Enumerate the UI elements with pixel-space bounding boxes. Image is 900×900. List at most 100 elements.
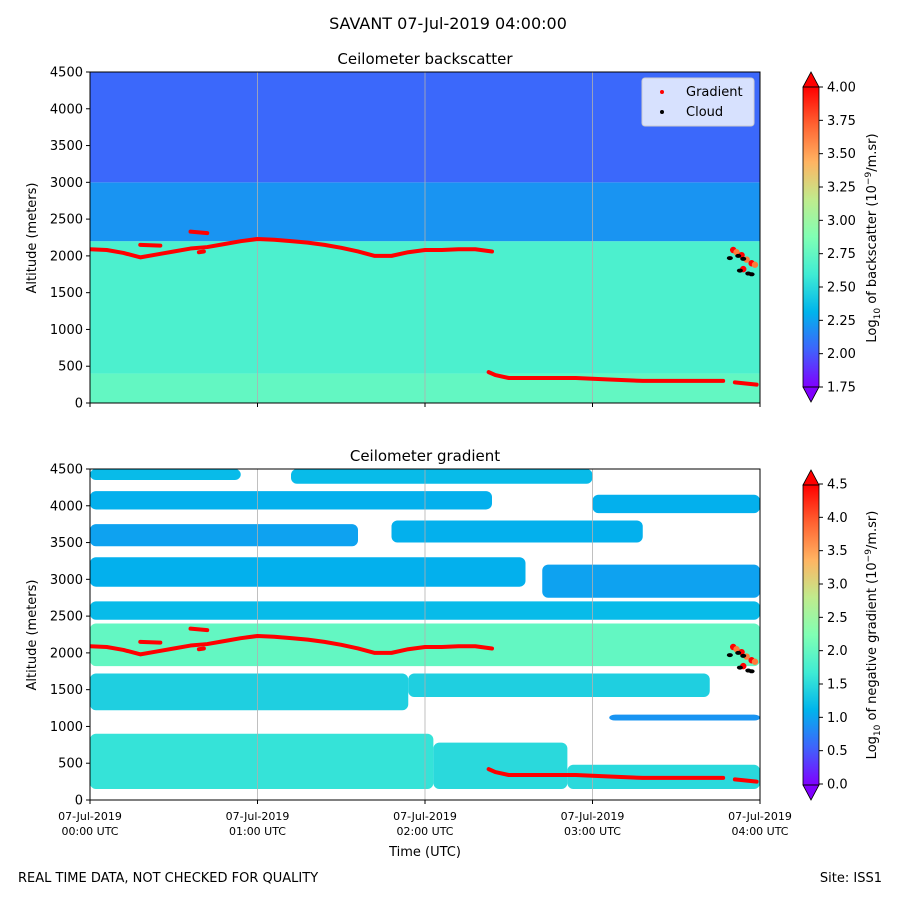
gradient-segment-2 <box>196 646 206 652</box>
colorbar-tick-label-0: 1.75 <box>827 381 856 396</box>
gradient-band-5 <box>609 714 760 721</box>
colorbar-tick-label-6: 3.25 <box>827 181 856 196</box>
gradient-colorbar-ticks: 0.0 0.5 1.0 1.5 2.0 2.5 3.0 3.5 4.0 4.5 <box>819 478 848 793</box>
colorbar-tick-label-1: 2.00 <box>827 347 856 362</box>
backscatter-overlay <box>90 229 759 387</box>
y-tick-label-2: 1000 <box>50 323 83 338</box>
y-tick-label-8: 4000 <box>50 102 83 117</box>
backscatter-colorbar-ticks: 1.75 2.00 2.25 2.50 2.75 3.00 3.25 3.50 3.75 4.00 <box>819 81 856 396</box>
y-tick-label-0: 0 <box>75 794 83 809</box>
gradient-colorbar-label: Log10 of negative gradient (10−9/m.sr) <box>864 511 883 760</box>
y-tick-label-1: 500 <box>58 360 83 375</box>
y-tick-label-6: 3000 <box>50 573 83 588</box>
backscatter-y-ticks: 0 500 1000 1500 2000 2500 3000 3500 4000 4500 <box>50 66 90 412</box>
gradient-colorbar: 0.0 0.5 1.0 1.5 2.0 2.5 3.0 3.5 4.0 4.5 Log10 of … <box>802 469 883 801</box>
x-tick-date-3: 07-Jul-2019 <box>561 810 625 823</box>
gradient-layer-top <box>90 633 494 657</box>
colorbar-tick-label-7: 3.50 <box>827 147 856 162</box>
gradient-point-1 <box>733 249 740 256</box>
backscatter-colorbar-min-arrow <box>802 386 820 403</box>
y-tick-label-3: 1500 <box>50 286 83 301</box>
colorbar-tick-label-4: 2.75 <box>827 247 856 262</box>
y-tick-label-3: 1500 <box>50 683 83 698</box>
gradient-ylabel: Altitude (meters) <box>25 580 40 691</box>
legend: Gradient Cloud <box>641 77 755 127</box>
gradient-panel: Ceilometer gradient 0 500 1000 1500 2000 2500… <box>25 447 792 860</box>
figure-title: SAVANT 07-Jul-2019 04:00:00 <box>329 14 567 33</box>
y-tick-label-6: 3000 <box>50 176 83 191</box>
colorbar-tick-label-4: 2.0 <box>827 644 848 659</box>
gradient-band-9 <box>542 564 760 598</box>
gradient-band-0 <box>90 733 434 789</box>
backscatter-ylabel: Altitude (meters) <box>25 183 40 294</box>
gradient-band-4 <box>408 673 710 698</box>
gradient-layer-low-tail <box>732 380 759 387</box>
backscatter-colorbar-label: Log10 of backscatter (10−9/m.sr) <box>864 133 883 342</box>
x-tick-time-0: 00:00 UTC <box>61 825 118 838</box>
backscatter-title: Ceilometer backscatter <box>337 50 513 68</box>
legend-cloud-marker <box>660 110 664 114</box>
x-tick-date-2: 07-Jul-2019 <box>393 810 457 823</box>
legend-cloud-label: Cloud <box>686 105 723 120</box>
x-tick-date-4: 07-Jul-2019 <box>728 810 792 823</box>
y-tick-label-9: 4500 <box>50 463 83 478</box>
colorbar-tick-label-8: 3.75 <box>827 114 856 129</box>
colorbar-tick-label-7: 3.5 <box>827 544 848 559</box>
gradient-xlabel: Time (UTC) <box>388 845 461 860</box>
gradient-point-5 <box>751 658 759 665</box>
gradient-layer-low-tail <box>732 777 759 784</box>
cloud-point-5 <box>745 271 752 276</box>
colorbar-tick-label-9: 4.00 <box>827 81 856 96</box>
gradient-colorbar-ramp <box>803 485 819 785</box>
x-tick-date-1: 07-Jul-2019 <box>226 810 290 823</box>
quality-note: REAL TIME DATA, NOT CHECKED FOR QUALITY <box>18 871 318 886</box>
backscatter-colorbar: 1.75 2.00 2.25 2.50 2.75 3.00 3.25 3.50 3.75 4.00… <box>802 71 883 403</box>
y-tick-label-2: 1000 <box>50 720 83 735</box>
legend-box <box>641 77 755 127</box>
legend-gradient-label: Gradient <box>686 85 743 100</box>
x-tick-date-0: 07-Jul-2019 <box>58 810 122 823</box>
gradient-band-10 <box>90 524 358 547</box>
cloud-point-0 <box>726 653 733 658</box>
y-tick-label-4: 2000 <box>50 249 83 264</box>
colorbar-tick-label-5: 2.5 <box>827 611 848 626</box>
colorbar-tick-label-6: 3.0 <box>827 578 848 593</box>
gradient-layer-low <box>486 767 726 780</box>
y-tick-label-1: 500 <box>58 757 83 772</box>
gradient-segment-1 <box>188 229 210 236</box>
cloud-point-1 <box>735 650 742 655</box>
y-tick-label-9: 4500 <box>50 66 83 81</box>
gradient-point-5 <box>751 261 759 268</box>
site-label: Site: ISS1 <box>820 871 882 886</box>
gradient-segment-0 <box>138 242 163 248</box>
cloud-point-1 <box>735 253 742 258</box>
colorbar-tick-label-2: 1.0 <box>827 711 848 726</box>
gradient-band-12 <box>90 491 492 510</box>
gradient-band-11 <box>391 520 643 543</box>
gradient-segment-2 <box>196 249 206 255</box>
cloud-point-5 <box>745 668 752 673</box>
gradient-band-14 <box>90 469 241 481</box>
x-tick-time-1: 01:00 UTC <box>229 825 286 838</box>
gradient-band-1 <box>433 742 568 789</box>
cloud-point-3 <box>736 665 743 670</box>
gradient-point-1 <box>733 646 740 653</box>
colorbar-tick-label-1: 0.5 <box>827 744 848 759</box>
gradient-band-13 <box>592 494 760 514</box>
cloud-point-0 <box>726 256 733 261</box>
y-tick-label-8: 4000 <box>50 499 83 514</box>
gradient-layer-top <box>90 236 494 260</box>
colorbar-tick-label-2: 2.25 <box>827 314 856 329</box>
gradient-band-8 <box>90 557 526 587</box>
colorbar-tick-label-3: 2.50 <box>827 281 856 296</box>
y-tick-label-5: 2500 <box>50 610 83 625</box>
backscatter-colorbar-ramp <box>803 87 819 387</box>
y-tick-label-5: 2500 <box>50 213 83 228</box>
colorbar-tick-label-9: 4.5 <box>827 478 848 493</box>
backscatter-colorbar-max-arrow <box>802 71 820 88</box>
backscatter-x-ticks <box>89 403 761 407</box>
x-tick-time-2: 02:00 UTC <box>396 825 453 838</box>
gradient-colorbar-min-arrow <box>802 784 820 801</box>
x-tick-time-4: 04:00 UTC <box>731 825 788 838</box>
gradient-colorbar-max-arrow <box>802 469 820 486</box>
